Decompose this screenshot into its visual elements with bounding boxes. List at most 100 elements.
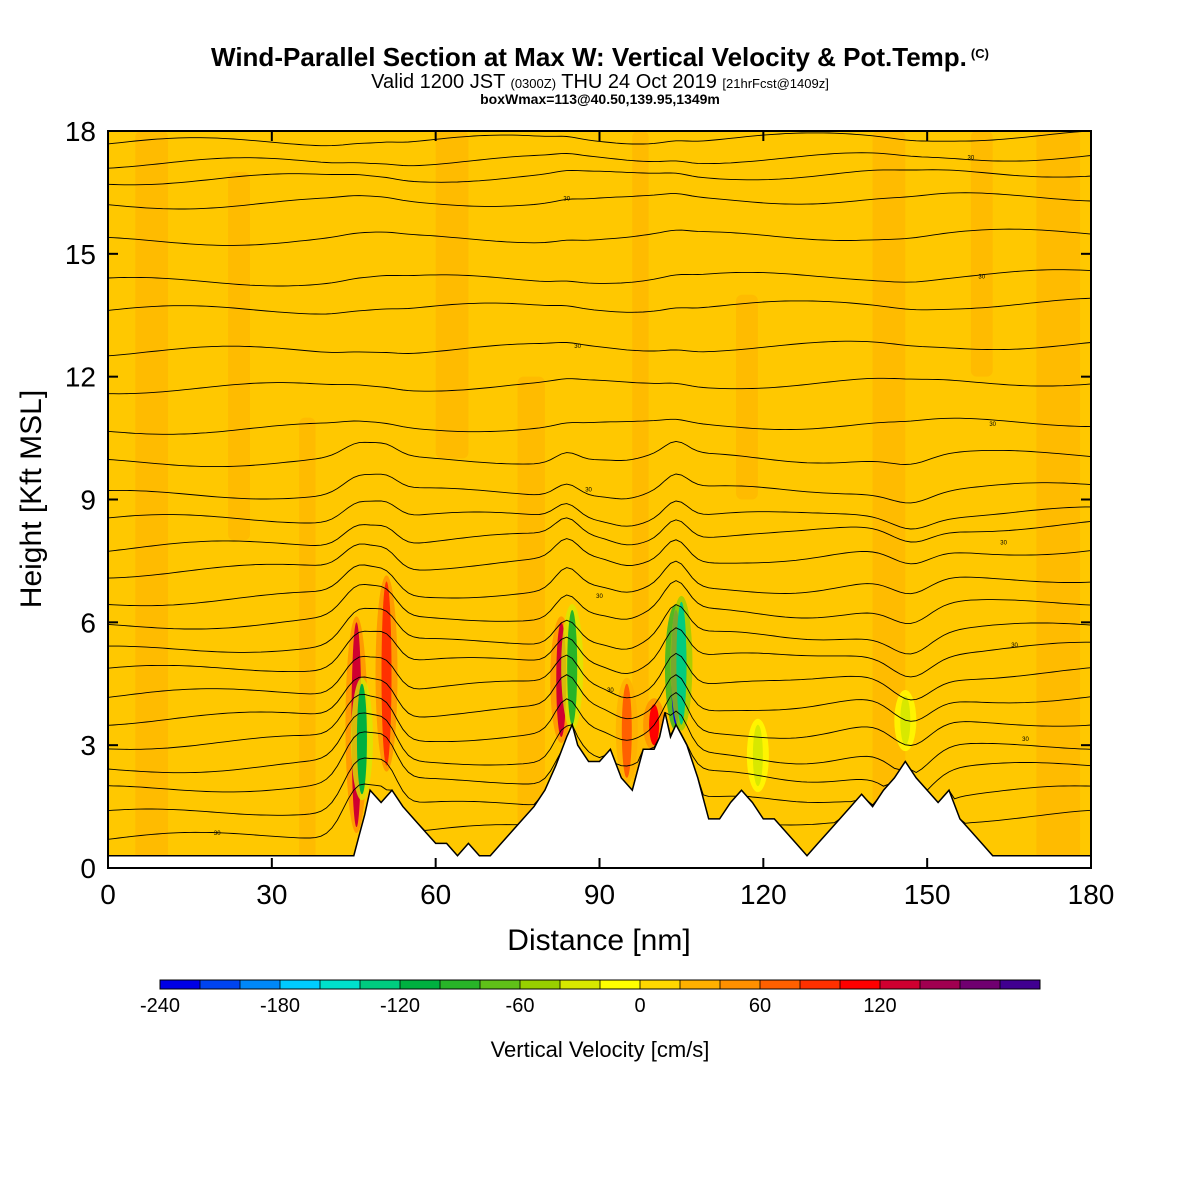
contour-label: 30: [989, 422, 996, 428]
colorbar-swatch: [600, 980, 641, 989]
theta-contour: [108, 152, 1091, 169]
velocity-band: [736, 294, 758, 500]
colorbar-label: -180: [260, 995, 300, 1017]
colorbar-swatch: [480, 980, 521, 989]
chart-subtitle: Valid 1200 JST (0300Z) THU 24 Oct 2019 […: [371, 71, 829, 93]
x-tick-label: 90: [584, 879, 615, 910]
velocity-band: [135, 131, 169, 868]
y-tick-label: 12: [65, 362, 96, 393]
theta-contour: [108, 228, 1091, 246]
velocity-bands: [135, 131, 1081, 868]
colorbar-swatch: [280, 980, 321, 989]
contour-label: 30: [1011, 643, 1018, 649]
x-tick-label: 180: [1068, 879, 1115, 910]
colorbar-swatch: [960, 980, 1001, 989]
colorbar-swatch: [520, 980, 561, 989]
velocity-band: [1036, 131, 1081, 868]
x-axis: 0 30 60 90 120 150 180: [100, 131, 1114, 910]
colorbar-swatch: [760, 980, 801, 989]
velocity-band: [517, 376, 545, 868]
velocity-band: [632, 131, 649, 868]
colorbar-swatch: [920, 980, 961, 989]
colorbar-swatch: [680, 980, 721, 989]
x-tick-label: 120: [740, 879, 787, 910]
y-tick-label: 9: [80, 485, 96, 516]
contour-label: 30: [978, 274, 985, 280]
colorbar: -240 -180 -120 -60 0 60 120: [140, 979, 1041, 1017]
contour-label: 30: [585, 487, 592, 493]
x-axis-title: Distance [nm]: [507, 924, 690, 957]
copyright-mark: (C): [970, 46, 989, 61]
terrain: [108, 712, 1091, 868]
colorbar-label: -120: [380, 995, 420, 1017]
y-tick-label: 18: [65, 116, 96, 147]
x-tick-label: 0: [100, 879, 116, 910]
theta-contour: [108, 473, 1091, 504]
colorbar-swatch: [240, 980, 281, 989]
theta-contour: [108, 691, 1091, 750]
colorbar-swatch: [800, 980, 841, 989]
theta-contour: [108, 674, 1091, 726]
theta-contour: [108, 297, 1091, 315]
velocity-plume: [752, 724, 763, 787]
y-axis-title: Height [Kft MSL]: [15, 390, 48, 608]
theta-contour: [108, 131, 1091, 147]
contour-label: 30: [1000, 541, 1007, 547]
x-tick-label: 150: [904, 879, 951, 910]
contour-label: 30: [574, 344, 581, 350]
colorbar-swatch: [160, 980, 201, 989]
theta-contour: [108, 269, 1091, 287]
x-tick-label: 60: [420, 879, 451, 910]
velocity-band: [228, 171, 250, 541]
colorbar-swatch: [320, 980, 361, 989]
y-tick-label: 0: [80, 853, 96, 884]
colorbar-swatch: [440, 980, 481, 989]
velocity-band: [435, 131, 469, 459]
colorbar-label: 120: [863, 995, 896, 1017]
colorbar-swatch: [560, 980, 601, 989]
velocity-plume: [381, 581, 392, 766]
velocity-plume: [676, 601, 687, 725]
colorbar-title: Vertical Velocity [cm/s]: [491, 1037, 710, 1062]
plot-area: 30303030303030303030303030: [108, 131, 1091, 868]
colorbar-swatch: [880, 980, 921, 989]
contour-label: 30: [968, 156, 975, 162]
x-tick-label: 30: [256, 879, 287, 910]
theta-contour: [108, 560, 1091, 607]
velocity-plume: [356, 683, 367, 795]
contour-label: 30: [563, 197, 570, 203]
velocity-band: [299, 417, 316, 868]
velocity-plume: [567, 610, 578, 725]
velocity-features: [345, 575, 917, 834]
theta-contour: [108, 377, 1091, 395]
box-info: boxWmax=113@40.50,139.95,1349m: [480, 91, 720, 107]
contour-label: 30: [1022, 737, 1029, 743]
theta-contour: [108, 627, 1091, 678]
theta-contour: [108, 538, 1091, 579]
theta-contour: [108, 169, 1091, 186]
colorbar-swatch: [1000, 980, 1041, 989]
contour-label: 30: [596, 594, 603, 600]
y-tick-label: 6: [80, 607, 96, 638]
colorbar-swatch: [840, 980, 881, 989]
theta-contour: [108, 604, 1091, 655]
theta-contour: [108, 192, 1091, 210]
colorbar-swatch: [400, 980, 441, 989]
colorbar-swatch: [720, 980, 761, 989]
theta-contour: [108, 440, 1091, 468]
colorbar-swatch: [360, 980, 401, 989]
theta-contour: [108, 517, 1091, 552]
velocity-band: [970, 131, 993, 377]
y-axis: 0 3 6 9 12 15 18: [65, 116, 1091, 884]
contour-label: 30: [607, 688, 614, 694]
colorbar-label: -240: [140, 995, 180, 1017]
y-tick-label: 15: [65, 239, 96, 270]
theta-contour: [108, 710, 1091, 774]
chart-title: Wind-Parallel Section at Max W: Vertical…: [211, 42, 989, 72]
theta-contour: [108, 500, 1091, 530]
colorbar-swatch: [640, 980, 681, 989]
colorbar-swatch: [200, 980, 241, 989]
theta-contour: [108, 652, 1091, 701]
theta-contour: [108, 417, 1091, 435]
